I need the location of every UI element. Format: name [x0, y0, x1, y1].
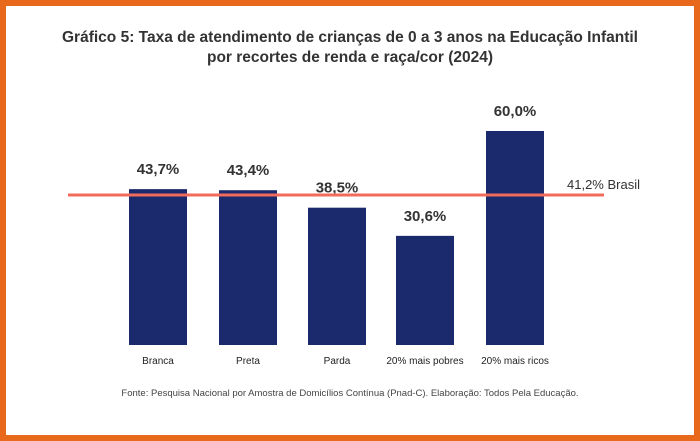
bar-1	[129, 189, 187, 345]
chart-title-line-2: por recortes de renda e raça/cor (2024)	[206, 49, 494, 66]
category-label-5: 20% mais ricos	[481, 356, 549, 367]
bar-3	[308, 207, 366, 345]
chart-title-line-1: Gráfico 5: Taxa de atendimento de crianç…	[62, 29, 638, 46]
data-label-1: 43,7%	[137, 161, 180, 178]
data-label-2: 43,4%	[227, 162, 270, 179]
category-label-4: 20% mais pobres	[386, 356, 463, 367]
bar-4	[396, 235, 454, 345]
reference-line-label: 41,2% Brasil	[567, 177, 640, 192]
category-label-3: Parda	[324, 356, 351, 367]
data-label-3: 38,5%	[316, 180, 359, 197]
bar-2	[219, 190, 277, 345]
chart-source: Fonte: Pesquisa Nacional por Amostra de …	[121, 388, 579, 399]
data-label-5: 60,0%	[494, 103, 537, 120]
bar-5	[486, 131, 544, 345]
data-label-4: 30,6%	[404, 208, 447, 225]
category-label-2: Preta	[236, 356, 260, 367]
chart-title: Gráfico 5: Taxa de atendimento de crianç…	[0, 28, 700, 68]
category-label-1: Branca	[142, 356, 174, 367]
